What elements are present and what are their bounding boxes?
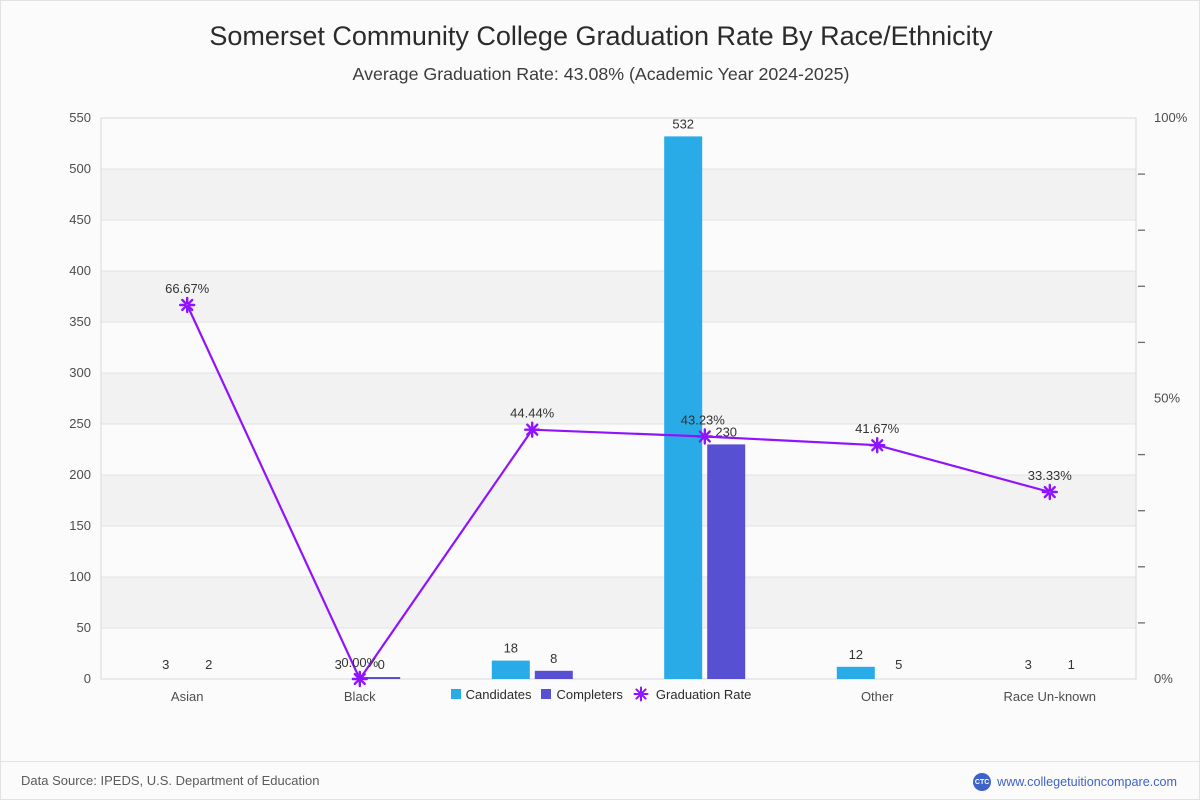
- svg-text:12: 12: [849, 647, 863, 662]
- svg-text:100: 100: [69, 569, 91, 584]
- svg-text:400: 400: [69, 263, 91, 278]
- svg-text:250: 250: [69, 416, 91, 431]
- svg-text:33.33%: 33.33%: [1028, 468, 1073, 483]
- svg-text:150: 150: [69, 518, 91, 533]
- svg-text:300: 300: [69, 365, 91, 380]
- svg-text:2: 2: [205, 657, 212, 672]
- svg-text:200: 200: [69, 467, 91, 482]
- svg-text:66.67%: 66.67%: [165, 281, 210, 296]
- svg-text:0.00%: 0.00%: [341, 655, 378, 670]
- svg-text:50: 50: [77, 620, 91, 635]
- svg-text:450: 450: [69, 212, 91, 227]
- svg-text:100%: 100%: [1154, 110, 1188, 125]
- svg-text:3: 3: [1025, 657, 1032, 672]
- svg-text:0: 0: [378, 657, 385, 672]
- svg-text:44.44%: 44.44%: [510, 406, 555, 421]
- svg-text:50%: 50%: [1154, 391, 1180, 406]
- svg-text:41.67%: 41.67%: [855, 421, 900, 436]
- svg-text:3: 3: [162, 657, 169, 672]
- svg-text:18: 18: [504, 641, 518, 656]
- svg-text:43.23%: 43.23%: [681, 413, 726, 428]
- svg-text:550: 550: [69, 110, 91, 125]
- svg-text:8: 8: [550, 651, 557, 666]
- svg-text:1: 1: [1068, 657, 1075, 672]
- svg-text:500: 500: [69, 161, 91, 176]
- svg-text:5: 5: [895, 657, 902, 672]
- svg-text:350: 350: [69, 314, 91, 329]
- svg-text:532: 532: [672, 116, 694, 131]
